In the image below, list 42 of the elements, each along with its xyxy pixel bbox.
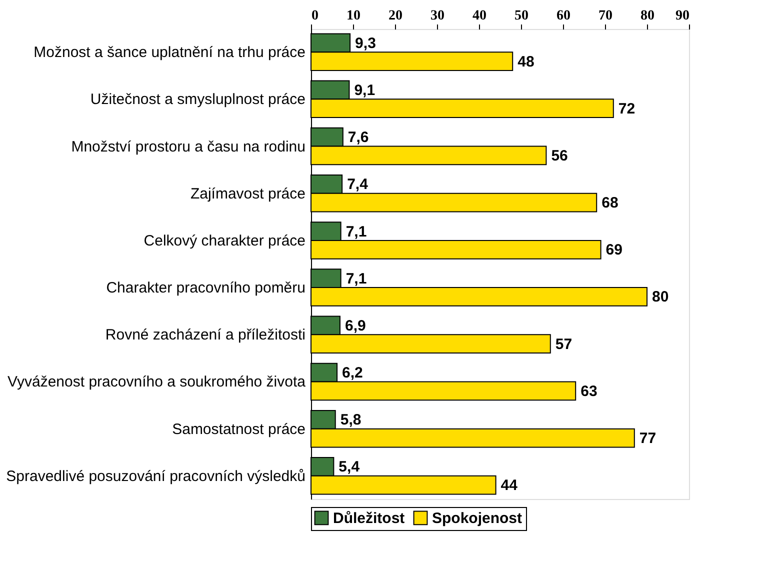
data-label: 69 (606, 242, 622, 259)
data-label: 56 (551, 147, 568, 164)
x-tick-label: 40 (472, 8, 486, 24)
y-tick-label: Možnost a šance uplatnění na trhu práce (34, 44, 306, 62)
data-label: 7,6 (348, 129, 369, 146)
y-tick-label: Spravedlivé posuzování pracovních výsledků (6, 468, 306, 485)
data-label: 7,1 (346, 223, 367, 240)
x-tick-label: 70 (598, 8, 612, 24)
data-label: 9,3 (355, 34, 376, 52)
x-tick-label: 60 (556, 8, 570, 24)
x-tick-label: 50 (514, 8, 528, 24)
data-label: 7,4 (347, 176, 369, 194)
data-label: 80 (652, 288, 669, 306)
data-label: 5,4 (338, 458, 360, 476)
x-tick-label: 20 (388, 8, 402, 24)
x-tick-label: 80 (640, 8, 654, 24)
x-tick-label: 10 (346, 8, 360, 24)
y-tick-label: Vyváženost pracovního a soukromého života (8, 374, 306, 391)
y-tick-label: Zajímavost práce (190, 185, 306, 202)
data-label: 7,1 (346, 270, 367, 288)
data-label: 72 (618, 100, 636, 118)
data-label: 63 (580, 382, 598, 400)
data-label: 6,9 (344, 317, 366, 334)
legend-label: Spokojenost (432, 510, 522, 527)
data-label: 44 (500, 477, 518, 494)
data-label: 68 (602, 194, 618, 212)
data-label: 6,2 (342, 364, 363, 382)
data-label: 5,8 (340, 412, 362, 429)
y-tick-label: Množství prostoru a času na rodinu (71, 138, 306, 156)
y-tick-label: Charakter pracovního poměru (106, 280, 306, 297)
x-tick-label: 0 (312, 8, 318, 24)
x-tick-label: 90 (676, 8, 690, 24)
data-label: 57 (555, 336, 572, 353)
data-label: 48 (518, 53, 534, 70)
y-tick-label: Celkový charakter práce (144, 232, 306, 250)
y-tick-label: Samostatnost práce (172, 420, 306, 438)
x-tick-label: 30 (430, 8, 444, 24)
data-label: 77 (639, 430, 656, 448)
y-tick-label: Rovné zacházení a příležitosti (105, 326, 306, 344)
data-label: 9,1 (354, 82, 376, 99)
y-tick-label: Užitečnost a smysluplnost práce (90, 91, 306, 108)
legend-label: Důležitost (333, 510, 405, 527)
